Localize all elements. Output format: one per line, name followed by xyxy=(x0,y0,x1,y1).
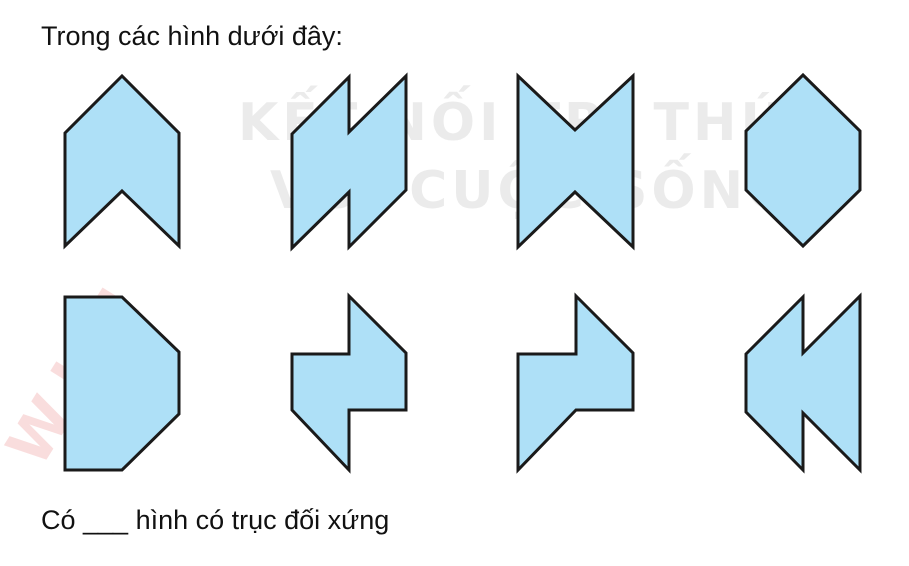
question-text: Trong các hình dưới đây: xyxy=(41,21,343,51)
shape-half-octagon xyxy=(63,295,181,472)
shape-hexagon xyxy=(744,72,862,249)
shape-double-arrow-left xyxy=(744,292,862,474)
shape-bowtie-notched xyxy=(516,72,635,251)
shape-chevron-up xyxy=(63,73,181,250)
shape-double-notch-parallelogram xyxy=(290,72,408,252)
shape-step-polygon-right xyxy=(516,292,635,474)
answer-text: Có ___ hình có trục đối xứng xyxy=(41,505,390,535)
shape-step-polygon-left xyxy=(290,292,408,474)
